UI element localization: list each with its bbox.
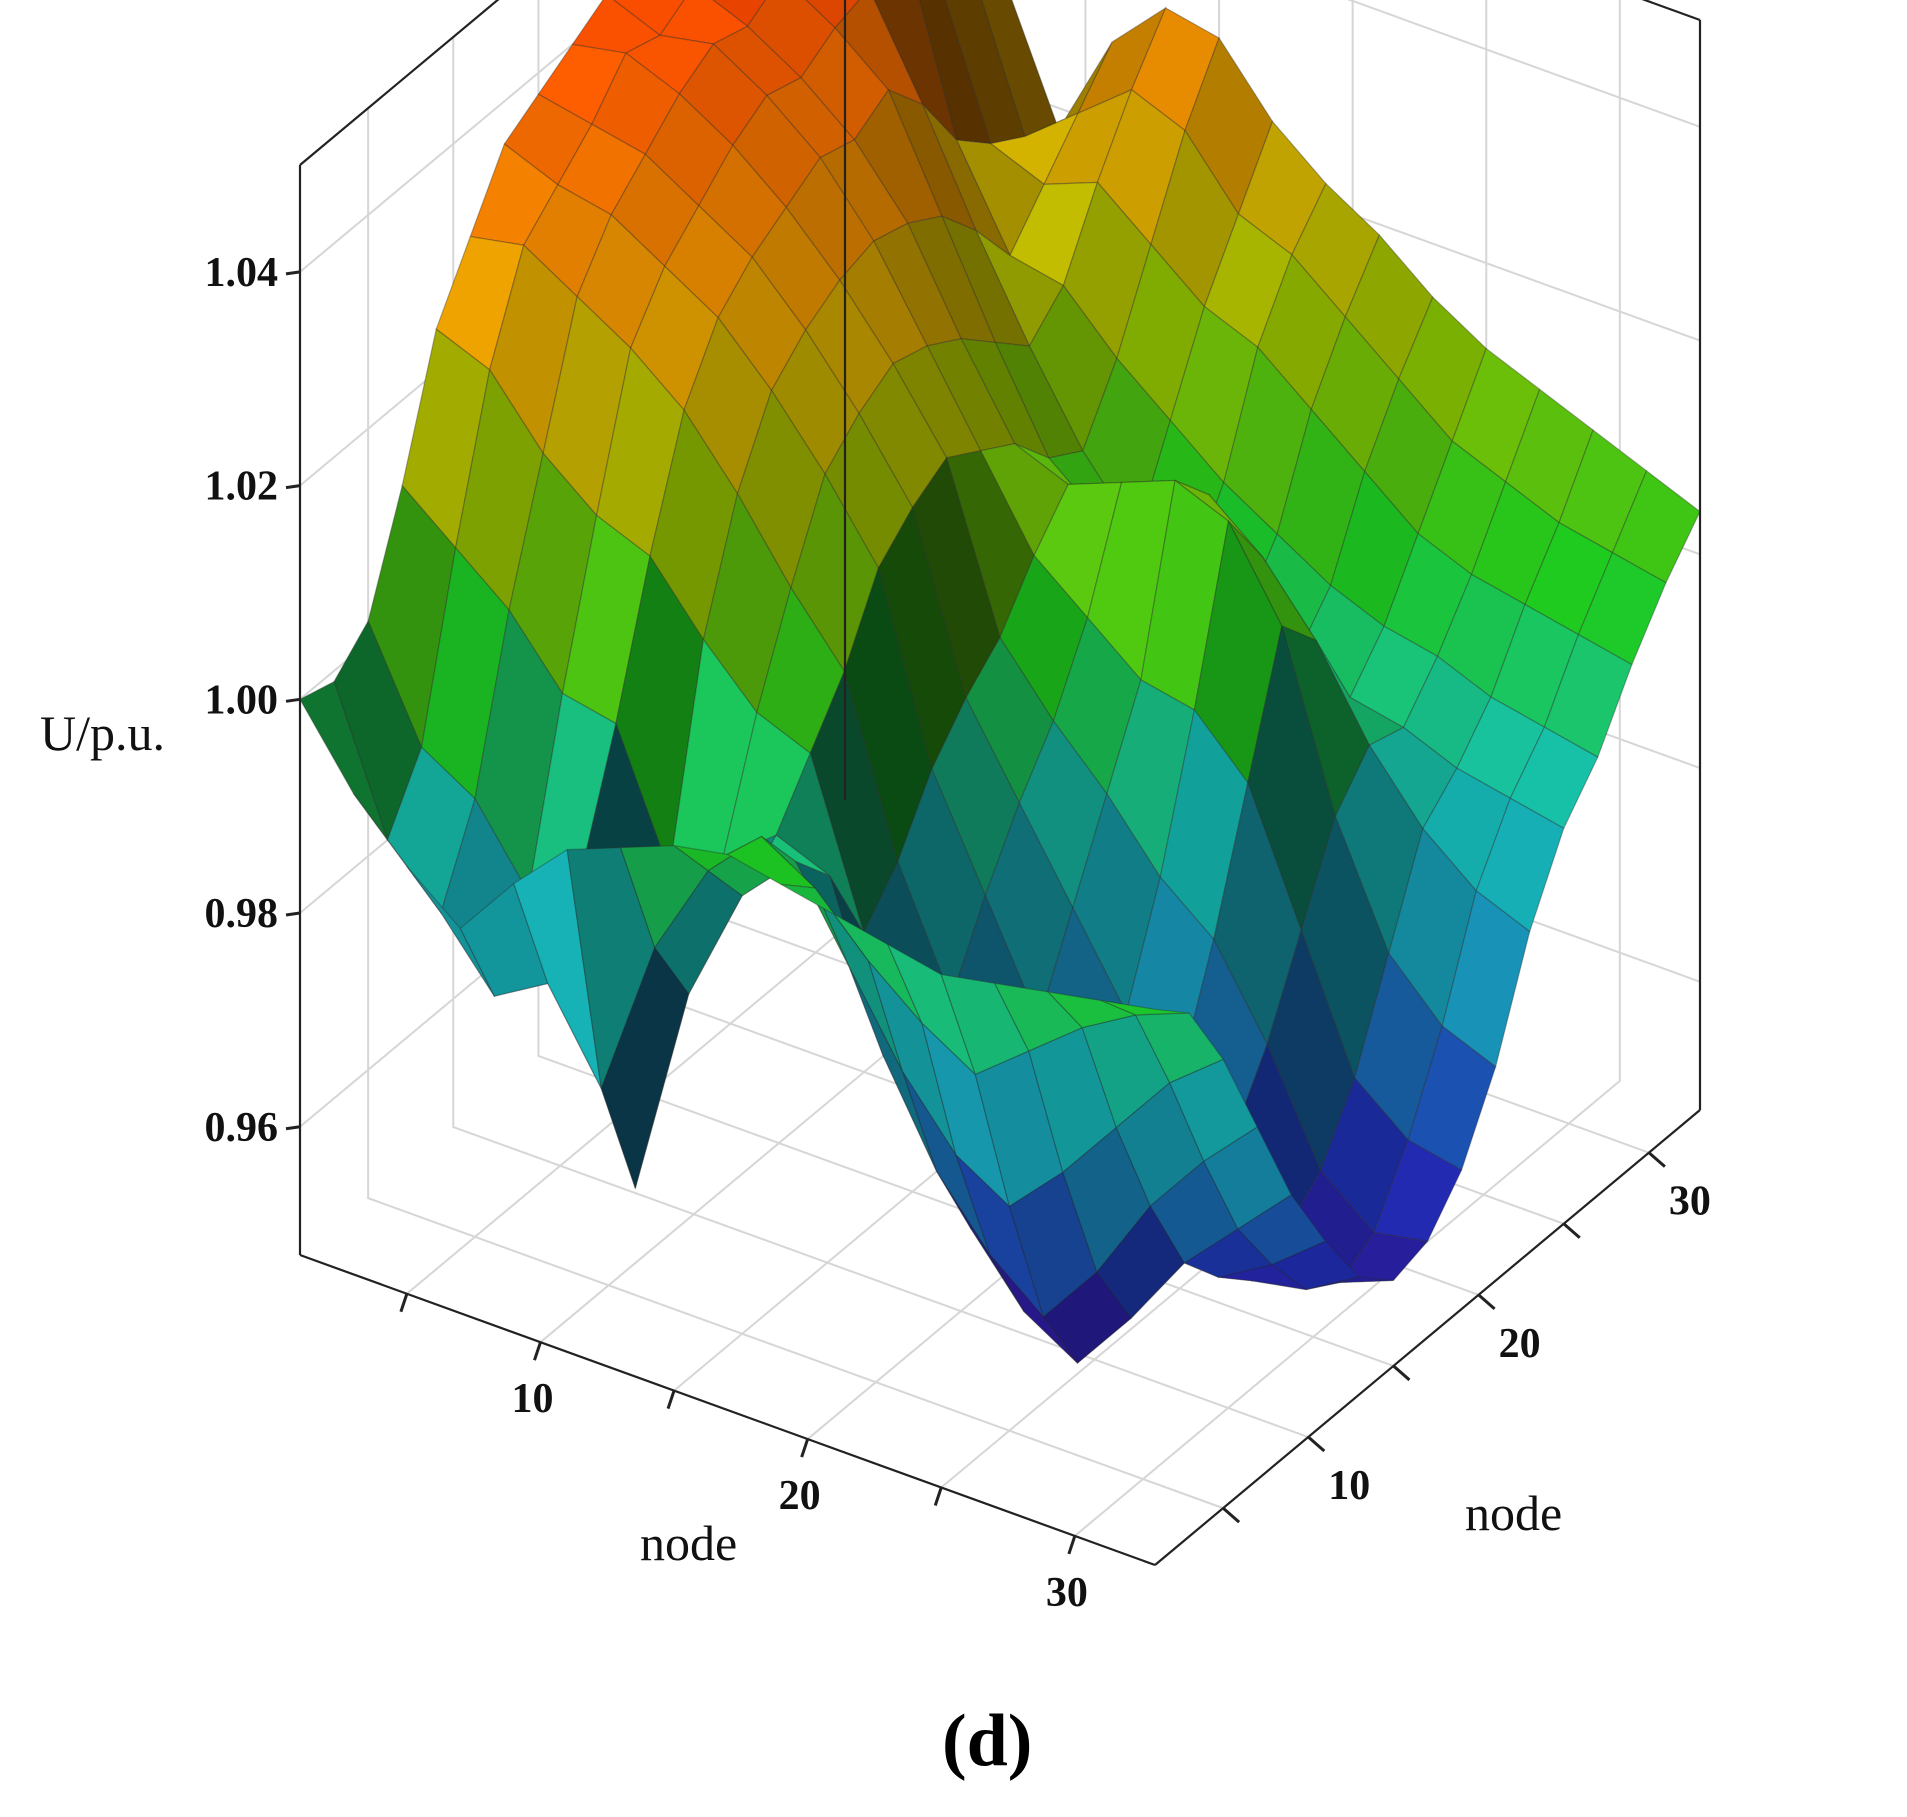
z-gridline (299, 0, 1701, 273)
y-tick (1222, 1506, 1241, 1524)
x-tick-label: 20 (779, 1473, 821, 1519)
surface-cell (1577, 551, 1667, 666)
z-tick (285, 697, 301, 703)
y-tick-label: 10 (1328, 1463, 1370, 1509)
x-tick (666, 1390, 676, 1410)
x-gridline (1074, 0, 1621, 1537)
surface-cell (1509, 726, 1599, 830)
surface-cell (1236, 1193, 1327, 1266)
y-tick (1647, 1151, 1666, 1168)
z-tick (285, 911, 301, 917)
x-tick (1067, 1535, 1077, 1555)
x-tick-label: 10 (511, 1376, 553, 1422)
surface-cell (1101, 1000, 1190, 1016)
z-tick-label: 1.02 (205, 464, 279, 510)
y-axis-title: node (1465, 1485, 1562, 1541)
frame-edge (1154, 1109, 1701, 1566)
z-tick-label: 0.98 (205, 891, 279, 937)
x-tick (533, 1341, 542, 1361)
surface-cell (1202, 1126, 1293, 1230)
z-tick (285, 484, 301, 490)
x-axis-title: node (640, 1515, 737, 1571)
z-tick-label: 0.96 (205, 1105, 279, 1151)
surface-cell (1543, 633, 1633, 759)
surface-cell (1168, 1058, 1258, 1162)
axis-ticks (285, 270, 1666, 1555)
frame-edge (299, 0, 500, 166)
y-tick-label: 30 (1669, 1179, 1711, 1225)
y-tick (1477, 1293, 1496, 1310)
z-tick-label: 1.00 (205, 677, 279, 723)
y-tick (1307, 1435, 1326, 1453)
surface-cell (1475, 797, 1565, 933)
x-tick (933, 1487, 943, 1506)
z-axis-title: U/p.u. (40, 705, 165, 761)
y-tick-label: 20 (1499, 1321, 1541, 1367)
surface-cell (1338, 1231, 1429, 1284)
panel-label: (d) (942, 1700, 1032, 1782)
frame-edge (299, 1253, 1156, 1567)
y-tick (1392, 1364, 1411, 1382)
x-tick-label: 30 (1046, 1570, 1088, 1616)
axis-labels: 0.96 0.98 1.00 1.02 1.04 10 20 30 10 20 30 (205, 250, 1711, 1616)
y-gridline (367, 108, 1224, 1510)
x-tick (800, 1438, 810, 1458)
z-tick-label: 1.04 (205, 250, 279, 296)
surface-mesh (299, 0, 1701, 1365)
y-tick (1562, 1222, 1581, 1239)
z-tick (285, 270, 301, 276)
axis-frame (298, 0, 1702, 1567)
x-tick (399, 1293, 409, 1313)
z-tick (285, 1125, 301, 1131)
